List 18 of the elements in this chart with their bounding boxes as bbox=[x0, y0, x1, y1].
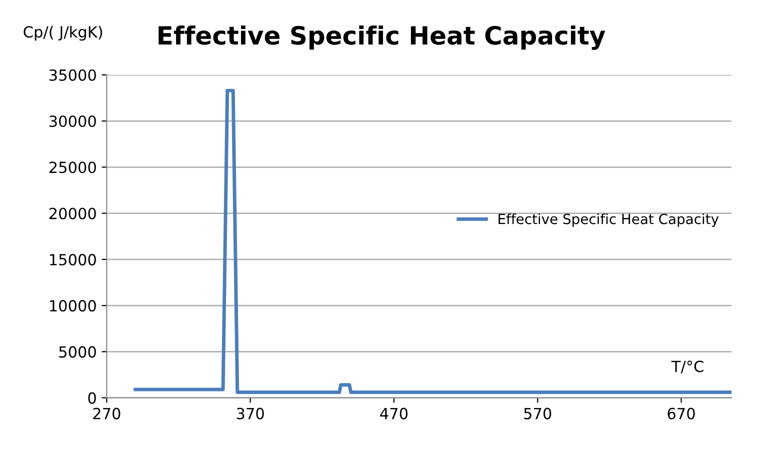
x-tick-label: 670 bbox=[668, 408, 695, 420]
legend-label: Effective Specific Heat Capacity bbox=[498, 213, 719, 227]
y-axis-title: Cp/( J/kgK) bbox=[24, 26, 102, 41]
x-tick-label: 370 bbox=[236, 408, 264, 420]
x-tick-label: 270 bbox=[93, 408, 120, 420]
y-tick-label: 0 bbox=[88, 392, 96, 404]
chart-title: Effective Specific Heat Capacity bbox=[158, 25, 606, 50]
y-tick-label: 35000 bbox=[50, 69, 96, 81]
y-tick-label: 5000 bbox=[59, 346, 96, 358]
x-tick-label: 470 bbox=[380, 408, 408, 420]
y-tick-label: 30000 bbox=[50, 115, 96, 128]
y-tick-label: 15000 bbox=[50, 254, 96, 266]
y-tick-label: 10000 bbox=[50, 300, 96, 312]
y-tick-label: 20000 bbox=[49, 208, 96, 220]
line-series bbox=[134, 88, 732, 394]
x-axis-title: T/°C bbox=[671, 360, 704, 374]
y-tick-label: 25000 bbox=[49, 162, 96, 174]
x-tick-label: 570 bbox=[524, 408, 552, 420]
